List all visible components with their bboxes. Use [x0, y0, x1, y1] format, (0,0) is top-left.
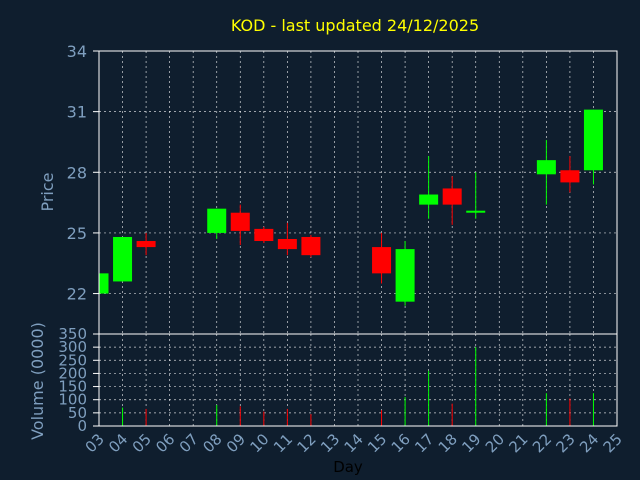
price-y-tick-label: 25 — [67, 224, 87, 243]
price-y-tick-label: 22 — [67, 285, 87, 304]
x-axis-label: Day — [333, 458, 363, 476]
volume-y-tick-label: 0 — [77, 417, 87, 435]
volume-y-tick-label: 150 — [58, 378, 87, 396]
candle-body — [560, 170, 580, 183]
candle-body — [207, 208, 227, 233]
candle-body — [442, 188, 462, 205]
volume-bar — [545, 393, 547, 426]
volume-bar — [145, 408, 147, 426]
volume-y-tick-label: 100 — [58, 391, 87, 409]
volume-bar — [475, 347, 477, 426]
price-y-tick-label: 34 — [67, 42, 87, 61]
volume-y-tick-label: 200 — [58, 364, 87, 382]
price-y-tick-label: 28 — [67, 163, 87, 182]
volume-bar — [263, 411, 265, 426]
price-candles — [98, 109, 603, 306]
volume-bars — [122, 347, 594, 426]
volume-bar — [286, 408, 288, 426]
price-axis-label: Price — [38, 172, 57, 211]
volume-y-tick-label: 250 — [58, 351, 87, 369]
candle-body — [536, 160, 556, 175]
x-axis-ticks: 0304050607080910111213141516171819202122… — [82, 430, 626, 456]
price-y-ticks: 34 31 28 25 22 — [67, 42, 99, 304]
candle-body — [99, 273, 109, 294]
candle-body — [136, 241, 156, 248]
volume-bar — [404, 397, 406, 426]
volume-y-tick-label: 300 — [58, 338, 87, 356]
candle-body — [113, 236, 133, 282]
volume-axis-label: Volume (0000) — [28, 322, 47, 440]
candle-body — [277, 238, 297, 250]
volume-bar — [428, 370, 430, 426]
candle-body — [254, 228, 274, 242]
price-y-tick-label: 31 — [67, 103, 87, 122]
volume-y-tick-label: 350 — [58, 325, 87, 343]
candle-body — [372, 247, 392, 274]
volume-bar — [122, 407, 124, 426]
candle-body — [583, 109, 603, 171]
volume-bar — [239, 406, 241, 426]
volume-bar — [381, 410, 383, 426]
candle-body — [230, 212, 250, 231]
chart-title: KOD - last updated 24/12/2025 — [231, 16, 479, 35]
volume-bar — [592, 393, 594, 426]
candle-body — [466, 210, 486, 213]
volume-y-tick-label: 50 — [68, 404, 87, 422]
candle-body — [395, 249, 415, 302]
candle-body — [419, 194, 439, 205]
volume-plot-frame — [98, 333, 618, 427]
volume-bar — [310, 414, 312, 426]
volume-bar — [216, 404, 218, 426]
volume-bar — [569, 398, 571, 426]
candle-body — [301, 236, 321, 256]
volume-bar — [451, 403, 453, 426]
